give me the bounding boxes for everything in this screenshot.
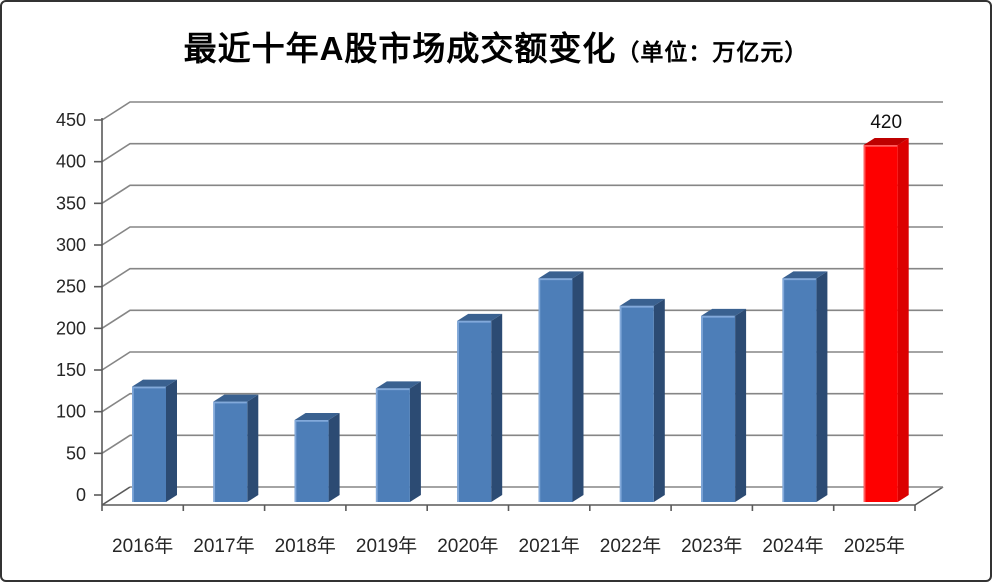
gridline xyxy=(101,392,943,413)
chart-title-main: 最近十年A股市场成交额变化 xyxy=(183,30,617,67)
bar-bevel-highlight xyxy=(132,386,166,502)
bar-2020 xyxy=(457,313,503,502)
bar-side-face xyxy=(328,413,340,502)
x-category-labels: 2016年 2017年 2018年 2019年 2020年 2021年 2022年 2023年… xyxy=(112,535,905,557)
bar-bevel-highlight xyxy=(863,145,898,502)
bar-front-face xyxy=(294,420,329,502)
y-tick-label: 200 xyxy=(56,318,86,338)
x-category-label: 2018年 xyxy=(275,535,336,557)
bar-side-face xyxy=(816,271,828,502)
bar-front-face xyxy=(375,388,410,502)
x-category-label: 2025年 xyxy=(844,535,905,557)
bar-side-face xyxy=(897,138,909,502)
x-category-label: 2023年 xyxy=(681,535,742,557)
bar-top-face xyxy=(457,313,503,321)
data-labels: 420 xyxy=(870,112,902,133)
bar-front-face xyxy=(213,401,248,502)
gridline xyxy=(101,267,943,288)
bar-bevel-highlight xyxy=(538,278,572,502)
bar-top-face xyxy=(863,138,909,145)
bar-front-face xyxy=(619,305,654,502)
bar-top-face xyxy=(213,394,259,402)
bar-front-face xyxy=(782,278,817,502)
bar-bevel-highlight xyxy=(294,420,329,502)
bar-front-face xyxy=(457,320,492,502)
floor-left-edge xyxy=(101,486,131,506)
y-tick-label: 250 xyxy=(56,277,86,297)
bar-bevel-highlight xyxy=(457,320,491,502)
bar-bevel-highlight xyxy=(619,305,654,502)
bar-top-face xyxy=(375,381,421,389)
x-category-label: 2016年 xyxy=(112,535,173,557)
bar-2024 xyxy=(782,271,828,502)
y-tick-label: 150 xyxy=(56,360,86,380)
gridline xyxy=(101,434,943,455)
bar-top-face xyxy=(619,298,665,306)
y-tick-labels: 0 50 100 150 200 250 300 350 400 450 xyxy=(56,110,86,505)
bars xyxy=(132,138,909,502)
bar-top-face xyxy=(538,271,584,279)
gridline xyxy=(101,101,943,121)
bar-2021 xyxy=(538,271,584,502)
chart-title-unit: （单位：万亿元） xyxy=(616,39,809,65)
bar-2018 xyxy=(294,413,340,502)
bar-bevel-highlight xyxy=(701,315,735,502)
y-tick-label: 100 xyxy=(56,402,86,422)
bar-top-face xyxy=(701,308,747,316)
gridline xyxy=(101,184,943,205)
bar-side-face xyxy=(491,313,503,502)
x-category-label: 2021年 xyxy=(519,535,580,557)
gridlines xyxy=(101,101,943,455)
bar-bevel-highlight xyxy=(213,401,247,502)
bar-chart-canvas: 420 0 50 100 150 200 250 300 350 400 450 2016年 2017年… xyxy=(56,101,944,557)
bar-2016 xyxy=(132,379,177,502)
bar-front-face xyxy=(701,315,736,502)
bar-side-face xyxy=(247,394,259,502)
bar-bevel-highlight xyxy=(782,278,816,502)
y-tick-label: 350 xyxy=(56,193,86,213)
bar-front-face xyxy=(863,145,898,502)
bar-top-face xyxy=(294,413,340,420)
floor-right-edge xyxy=(914,486,944,506)
y-tick-label: 450 xyxy=(56,110,86,130)
bar-2019 xyxy=(375,381,421,502)
x-category-label: 2020年 xyxy=(437,535,498,557)
y-tick-label: 300 xyxy=(56,235,86,255)
bar-side-face xyxy=(735,308,747,502)
bar-front-face xyxy=(132,386,166,502)
gridline xyxy=(101,351,943,371)
gridline xyxy=(101,309,943,330)
bar-top-face xyxy=(782,271,828,279)
y-tick-label: 0 xyxy=(76,485,86,505)
bar-2022 xyxy=(619,298,665,502)
bar-side-face xyxy=(409,381,421,502)
gridline xyxy=(101,142,943,163)
chart-title: 最近十年A股市场成交额变化 （单位：万亿元） xyxy=(2,2,990,80)
bar-value-label: 420 xyxy=(870,112,902,133)
gridline xyxy=(101,226,943,246)
bar-2025 xyxy=(863,138,909,502)
bar-side-face xyxy=(572,271,584,502)
bar-2017 xyxy=(213,394,259,502)
x-category-label: 2024年 xyxy=(762,535,823,557)
y-tick-label: 50 xyxy=(66,443,86,463)
y-axis xyxy=(94,118,916,511)
bar-front-face xyxy=(538,278,573,502)
x-category-label: 2017年 xyxy=(193,535,254,557)
x-category-label: 2022年 xyxy=(600,535,661,557)
bar-bevel-highlight xyxy=(375,388,410,502)
bar-side-face xyxy=(166,379,177,502)
bar-top-face xyxy=(132,379,177,387)
y-tick-label: 400 xyxy=(56,152,86,172)
bar-2023 xyxy=(701,308,747,502)
bar-side-face xyxy=(653,298,665,502)
x-category-label: 2019年 xyxy=(356,535,417,557)
